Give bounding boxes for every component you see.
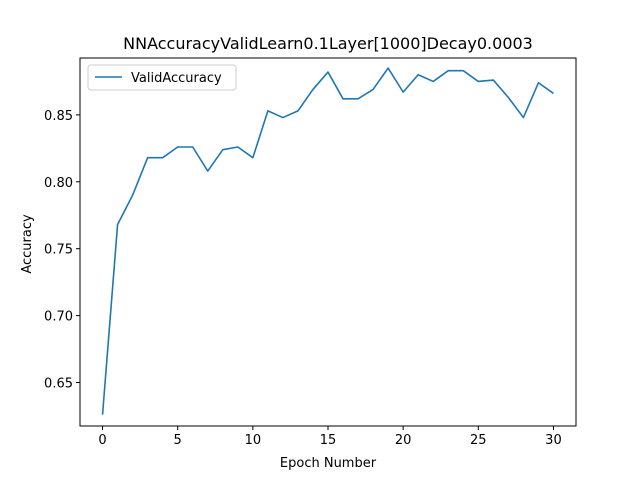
y-tick-label: 0.70 bbox=[44, 310, 73, 325]
x-axis-label: Epoch Number bbox=[280, 456, 377, 471]
x-tick-label: 0 bbox=[98, 433, 106, 448]
y-tick-label: 0.80 bbox=[44, 176, 73, 191]
legend-label: ValidAccuracy bbox=[131, 71, 222, 86]
x-tick-label: 25 bbox=[470, 433, 487, 448]
y-tick-label: 0.85 bbox=[44, 109, 73, 124]
x-tick-label: 5 bbox=[174, 433, 182, 448]
y-tick-label: 0.65 bbox=[44, 377, 73, 392]
x-tick-label: 10 bbox=[245, 433, 262, 448]
x-tick-label: 15 bbox=[320, 433, 337, 448]
chart-title: NNAccuracyValidLearn0.1Layer[1000]Decay0… bbox=[123, 34, 533, 53]
legend-box bbox=[87, 64, 237, 91]
x-tick-label: 20 bbox=[395, 433, 412, 448]
plot-area: 0 5 10 15 20 25 30 0.65 0.70 0.75 0.80 0.85 ValidAcc… bbox=[44, 57, 577, 448]
y-tick-label: 0.75 bbox=[44, 243, 73, 258]
x-tick-label: 30 bbox=[545, 433, 562, 448]
y-axis-label: Accuracy bbox=[20, 214, 35, 274]
